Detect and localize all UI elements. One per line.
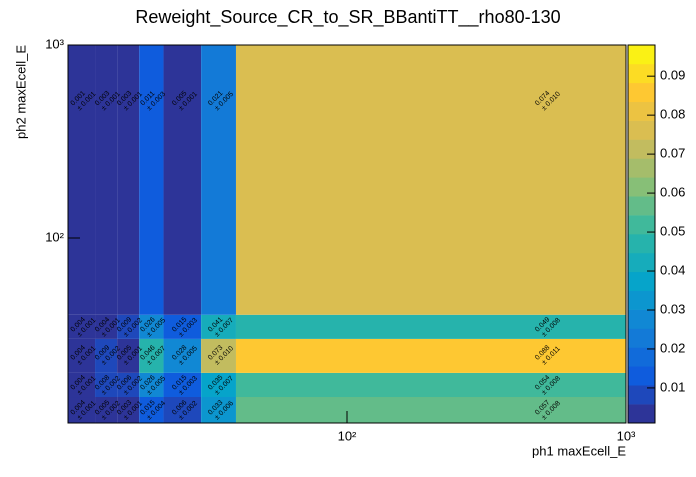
- colorbar-tick-label: 0.07: [660, 146, 685, 161]
- colorbar-band: [628, 215, 655, 235]
- cell: [68, 314, 96, 339]
- colorbar-tick-label: 0.06: [660, 185, 685, 200]
- colorbar-band: [628, 63, 655, 84]
- colorbar-band: [628, 328, 655, 348]
- y-tick-label: 10³: [45, 36, 64, 51]
- colorbar-tick-label: 0.05: [660, 223, 685, 238]
- cell: [68, 372, 96, 398]
- cell: [139, 45, 164, 315]
- cell: [201, 372, 236, 398]
- cell: [139, 372, 164, 398]
- cell: [235, 338, 626, 373]
- colorbar-tick-label: 0.03: [660, 301, 685, 316]
- cell: [235, 45, 626, 315]
- colorbar-band: [628, 366, 655, 386]
- cell: [68, 338, 96, 373]
- cell: [117, 338, 140, 373]
- colorbar-band: [628, 252, 655, 273]
- colorbar-band: [628, 404, 655, 424]
- cell: [95, 45, 118, 315]
- cell: [235, 314, 626, 339]
- cell: [68, 45, 96, 315]
- chart-title: Reweight_Source_CR_to_SR_BBantiTT__rho80…: [135, 7, 560, 28]
- colorbar-band: [628, 347, 655, 367]
- cell: [139, 314, 164, 339]
- cell: [163, 397, 202, 423]
- cell: [139, 397, 164, 423]
- cell: [201, 45, 236, 315]
- x-tick-label: 10²: [338, 428, 357, 443]
- cell: [163, 338, 202, 373]
- colorbar-band: [628, 290, 655, 310]
- cell: [68, 397, 96, 423]
- colorbar-band: [628, 45, 655, 65]
- colorbar-band: [628, 385, 655, 405]
- colorbar-tick-label: 0.08: [660, 107, 685, 122]
- colorbar-tick-label: 0.01: [660, 379, 685, 394]
- y-tick-label: 10²: [45, 229, 64, 244]
- colorbar-band: [628, 101, 655, 121]
- colorbar-band: [628, 139, 655, 159]
- cell: [235, 372, 626, 398]
- colorbar-band: [628, 158, 655, 178]
- cell: [117, 372, 140, 398]
- cell: [95, 338, 118, 373]
- y-axis-label: ph2 maxEcell_E: [13, 45, 28, 139]
- cell: [235, 397, 626, 423]
- colorbar-tick-label: 0.02: [660, 340, 685, 355]
- colorbar-frame: [627, 44, 656, 424]
- colorbar-band: [628, 234, 655, 254]
- x-tick-label: 10³: [617, 428, 636, 443]
- cell: [201, 314, 236, 339]
- colorbar-band: [628, 271, 655, 291]
- colorbar-band: [628, 309, 655, 329]
- cell: [163, 372, 202, 398]
- colorbar-band: [628, 196, 655, 216]
- cell: [95, 372, 118, 398]
- cell: [95, 314, 118, 339]
- cell: [163, 314, 202, 339]
- x-axis-label: ph1 maxEcell_E: [532, 443, 626, 458]
- colorbar-tick-label: 0.09: [660, 68, 685, 83]
- colorbar-band: [628, 82, 655, 102]
- cell: [201, 338, 236, 373]
- cell: [117, 314, 140, 339]
- cell: [117, 45, 140, 315]
- cell: [95, 397, 118, 423]
- cell: [117, 397, 140, 423]
- cell: [201, 397, 236, 423]
- colorbar-tick-label: 0.04: [660, 262, 685, 277]
- cell: [163, 45, 202, 315]
- cell: [139, 338, 164, 373]
- colorbar-band: [628, 177, 655, 197]
- colorbar-band: [628, 120, 655, 140]
